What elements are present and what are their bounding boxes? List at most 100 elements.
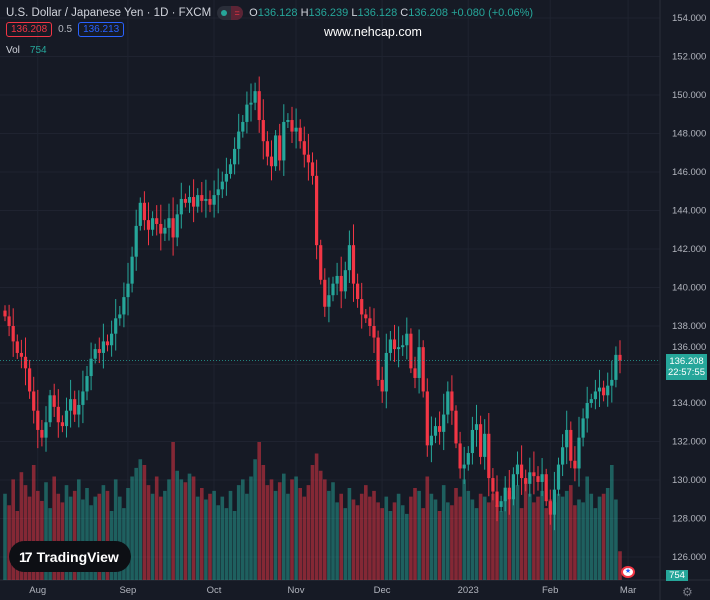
volume-tag: 754 bbox=[666, 570, 688, 581]
candle-body bbox=[32, 391, 36, 411]
candle-body bbox=[138, 202, 142, 226]
bar-countdown: 22:57:55 bbox=[668, 367, 705, 378]
candle-body bbox=[421, 347, 425, 392]
settings-gear-icon[interactable]: ⚙ bbox=[682, 585, 693, 599]
candle-body bbox=[347, 245, 351, 271]
volume-bar bbox=[429, 493, 434, 580]
volume-bar bbox=[167, 479, 171, 580]
candle-body bbox=[474, 424, 479, 430]
tradingview-logo[interactable]: 17 TradingView bbox=[9, 541, 131, 572]
candle-body bbox=[536, 476, 540, 482]
candle-body bbox=[224, 173, 228, 182]
volume-bar bbox=[163, 490, 167, 580]
candle-body bbox=[556, 464, 561, 490]
volume-bar bbox=[318, 470, 323, 580]
volume-bar bbox=[466, 490, 471, 580]
price-axis-label: 138.000 bbox=[672, 321, 706, 332]
candle-body bbox=[540, 474, 544, 482]
candle-body bbox=[245, 104, 249, 122]
candle-body bbox=[606, 385, 610, 396]
volume-bar bbox=[23, 485, 28, 580]
candle-body bbox=[515, 464, 520, 475]
candle-body bbox=[528, 472, 532, 484]
volume-bar bbox=[134, 467, 138, 580]
candle-body bbox=[401, 345, 405, 348]
volume-bar bbox=[581, 502, 585, 580]
price-axis-label: 150.000 bbox=[672, 90, 706, 101]
volume-bar bbox=[503, 499, 507, 580]
volume-bar bbox=[364, 485, 368, 580]
candle-body bbox=[142, 202, 146, 221]
time-axis-label: Oct bbox=[207, 585, 222, 596]
candle-body bbox=[331, 283, 335, 296]
candle-body bbox=[351, 245, 356, 284]
volume-bar bbox=[478, 493, 483, 580]
price-axis-label: 144.000 bbox=[672, 206, 706, 217]
volume-bar bbox=[610, 465, 614, 580]
candle-body bbox=[376, 337, 380, 380]
volume-bar bbox=[556, 493, 561, 580]
market-status-indicator[interactable]: = bbox=[217, 6, 244, 20]
last-price-tag: 136.208 22:57:55 bbox=[666, 354, 707, 380]
volume-bar bbox=[507, 490, 512, 580]
volume-bar bbox=[564, 490, 569, 580]
candle-body bbox=[171, 218, 175, 238]
volume-bar bbox=[126, 488, 130, 580]
candle-body bbox=[544, 474, 548, 502]
price-axis-label: 142.000 bbox=[672, 244, 706, 255]
symbol-title[interactable]: U.S. Dollar / Japanese Yen · 1D · FXCM bbox=[6, 7, 212, 19]
candle-body bbox=[146, 220, 151, 230]
candle-body bbox=[409, 333, 413, 369]
candle-body bbox=[290, 120, 294, 132]
candle-body bbox=[261, 120, 265, 142]
market-status-icon: = bbox=[231, 6, 244, 20]
candle-body bbox=[216, 189, 220, 196]
volume-bar bbox=[294, 476, 298, 580]
candle-body bbox=[306, 154, 310, 163]
candle-body bbox=[315, 175, 319, 246]
volume-bar bbox=[191, 476, 196, 580]
candle-body bbox=[458, 443, 462, 469]
volume-bar bbox=[241, 479, 245, 580]
volume-bar bbox=[515, 485, 520, 580]
us-flag-event-icon[interactable]: ★ bbox=[621, 566, 635, 578]
volume-bar bbox=[130, 476, 134, 580]
volume-bar bbox=[499, 511, 503, 580]
candle-body bbox=[417, 347, 421, 378]
volume-bar bbox=[146, 485, 151, 580]
volume-bar bbox=[81, 499, 85, 580]
volume-bar bbox=[228, 490, 233, 580]
volume-bar bbox=[19, 472, 24, 580]
volume-bar bbox=[138, 459, 143, 580]
candle-body bbox=[28, 368, 32, 392]
volume-bar bbox=[511, 496, 516, 580]
volume-bar bbox=[273, 490, 278, 580]
candle-body bbox=[196, 195, 200, 207]
time-axis-label: Nov bbox=[288, 585, 305, 596]
candle-body bbox=[573, 460, 577, 469]
sell-button[interactable]: 136.208 bbox=[6, 22, 53, 37]
volume-bar bbox=[257, 442, 261, 580]
volume-bar bbox=[97, 493, 102, 580]
candle-body bbox=[446, 391, 450, 415]
watermark: www.nehcap.com bbox=[324, 25, 422, 39]
candle-body bbox=[495, 491, 499, 507]
candle-body bbox=[499, 501, 503, 507]
time-axis-label: Dec bbox=[374, 585, 391, 596]
volume-bar bbox=[421, 508, 425, 580]
volume-bar bbox=[601, 493, 606, 580]
volume-bar bbox=[232, 511, 237, 580]
candle-body bbox=[438, 426, 442, 432]
candle-body bbox=[7, 316, 11, 326]
candle-body bbox=[105, 341, 110, 346]
candle-body bbox=[372, 326, 376, 338]
volume-bar bbox=[220, 496, 225, 580]
volume-bar bbox=[277, 482, 282, 580]
volume-bar bbox=[372, 490, 376, 580]
candle-body bbox=[511, 474, 515, 500]
buy-button[interactable]: 136.213 bbox=[78, 22, 125, 37]
volume-bar bbox=[528, 493, 532, 580]
volume-bar bbox=[433, 499, 438, 580]
volume-bar bbox=[154, 476, 159, 580]
